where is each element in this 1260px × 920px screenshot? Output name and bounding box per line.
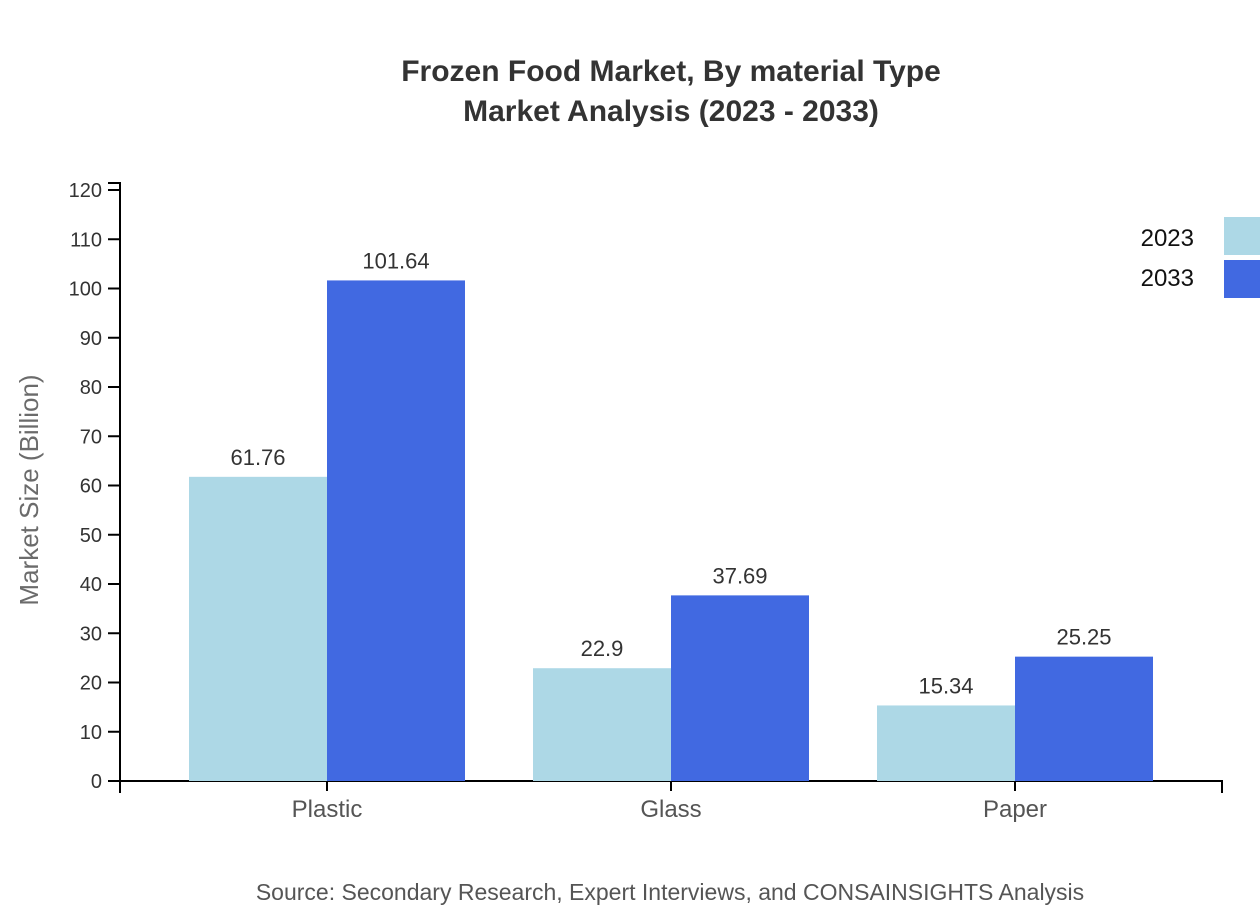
bar-value-label: 15.34 (918, 673, 973, 698)
y-tick-label: 30 (80, 623, 102, 645)
x-category-label: Plastic (292, 796, 363, 823)
y-tick-label: 10 (80, 722, 102, 744)
bar-2033-glass (671, 595, 809, 781)
bar-value-label: 22.9 (581, 636, 624, 661)
legend-item-2023: 2023 (1141, 217, 1260, 255)
y-tick-label: 40 (80, 574, 102, 596)
legend-label-2033: 2033 (1141, 265, 1194, 292)
x-category-label: Paper (983, 796, 1047, 823)
source-note: Source: Secondary Research, Expert Inter… (256, 879, 1084, 905)
y-tick-label: 110 (70, 229, 102, 251)
y-tick-label: 50 (80, 525, 102, 547)
y-tick-label: 60 (80, 476, 102, 498)
y-tick-label: 70 (80, 426, 102, 448)
chart-title-line2: Market Analysis (2023 - 2033) (463, 95, 879, 128)
bar-2033-plastic (327, 280, 465, 781)
plot-area: 0 10 20 30 40 50 60 70 80 90 100 110 120 61.76 101.64 P… (69, 180, 1223, 823)
y-tick-label: 100 (69, 279, 102, 301)
chart-title-line1: Frozen Food Market, By material Type (401, 55, 941, 88)
legend-item-2033: 2033 (1141, 260, 1260, 298)
x-category-label: Glass (640, 796, 701, 823)
y-tick-label: 90 (80, 328, 102, 350)
y-axis (108, 182, 121, 781)
bar-value-label: 37.69 (712, 563, 767, 588)
y-tick-label: 80 (80, 377, 102, 399)
y-axis-title: Market Size (Billion) (14, 374, 44, 605)
bar-2023-plastic (189, 476, 327, 781)
bar-value-label: 61.76 (230, 445, 285, 470)
bar-value-label: 101.64 (362, 248, 429, 273)
y-tick-label: 20 (80, 673, 102, 695)
legend-swatch-2033 (1224, 260, 1260, 298)
bar-2033-paper (1015, 656, 1153, 781)
legend-swatch-2023 (1224, 217, 1260, 255)
y-tick-label: 0 (91, 771, 102, 793)
bar-value-label: 25.25 (1056, 625, 1111, 650)
y-tick-label: 120 (69, 180, 102, 202)
bar-2023-paper (877, 705, 1015, 781)
legend: 2023 2033 (1141, 217, 1260, 298)
bar-2023-glass (533, 668, 671, 781)
legend-label-2023: 2023 (1141, 225, 1194, 252)
